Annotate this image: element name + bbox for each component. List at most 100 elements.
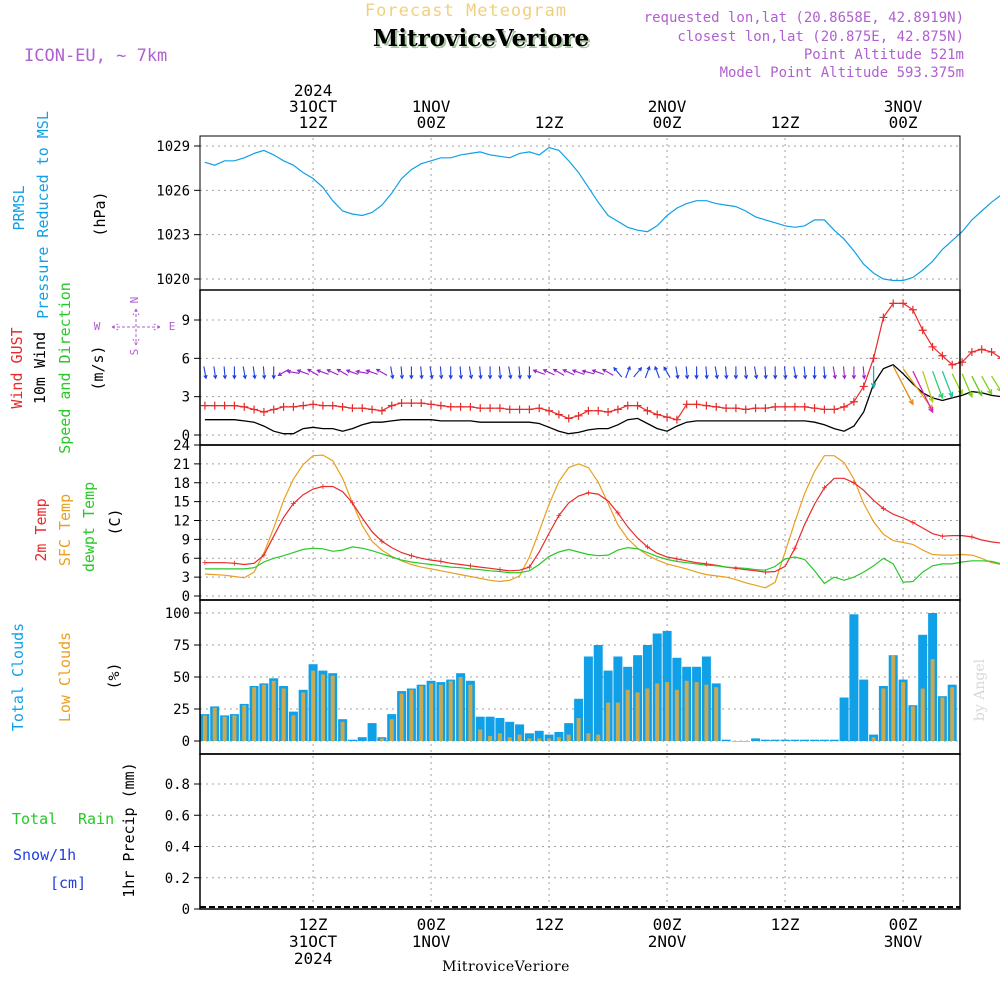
wind-gust-line-marker	[279, 402, 288, 411]
temp-2m-marker	[202, 560, 208, 566]
compass-n: N	[128, 297, 141, 304]
cloud-bars	[200, 613, 957, 742]
requested-coords: requested lon,lat (20.8658E, 42.8919N)	[644, 10, 964, 26]
wind-gust-line-marker	[250, 405, 259, 414]
low-cloud-bar	[527, 738, 532, 741]
wind-direction-arrow	[203, 366, 208, 380]
temp-2m-marker	[408, 553, 414, 559]
low-cloud-bar	[507, 737, 512, 741]
model-label: ICON-EU, ~ 7km	[24, 46, 167, 66]
wind-gust-line-marker	[309, 400, 318, 409]
wind-direction-arrow	[390, 366, 395, 380]
wind-gust-line-marker	[663, 413, 672, 422]
wind-direction-arrow	[458, 366, 464, 380]
y-tick-label: 12	[173, 514, 190, 530]
wind-direction-arrow	[336, 368, 349, 376]
wind-direction-arrow	[532, 369, 546, 375]
wind-gust-line-marker	[889, 299, 898, 308]
wind-direction-arrow	[591, 369, 605, 375]
top-time-label: 00Z	[417, 113, 446, 132]
low-cloud-bar	[438, 684, 443, 741]
wind-direction-arrow	[644, 365, 651, 379]
bottom-time-label: 12Z	[535, 915, 564, 934]
y-tick-label: 9	[182, 313, 190, 329]
total-cloud-bar	[918, 634, 928, 741]
wind-direction-arrow	[375, 368, 388, 376]
temp-2m-marker	[231, 560, 237, 566]
low-cloud-bar	[665, 682, 670, 741]
wind-gust-line-marker	[613, 405, 622, 414]
wind-gust-line-marker	[899, 299, 908, 308]
top-time-label: 12Z	[535, 113, 564, 132]
y-tick-label: 0.2	[165, 871, 190, 887]
temp-2m-marker	[497, 567, 503, 573]
point-altitude: Point Altitude 521m	[804, 47, 964, 63]
low-cloud-bar	[232, 715, 237, 741]
low-cloud-bar	[586, 733, 591, 741]
wind-ylabel-speed: Speed and Direction	[56, 282, 74, 454]
bottom-time-label: 31OCT	[289, 932, 338, 951]
total-cloud-bar	[524, 733, 534, 741]
low-cloud-bar	[576, 718, 581, 741]
wind-gust-line-marker	[948, 360, 957, 369]
total-cloud-bar	[819, 739, 829, 741]
wind-direction-arrow	[345, 369, 359, 375]
total-cloud-bar	[357, 737, 367, 741]
wind-gust-line-marker	[240, 402, 249, 411]
low-cloud-bar	[901, 682, 906, 741]
temp-2m-marker	[290, 501, 296, 507]
wind-gust-line-marker	[574, 411, 583, 420]
wind-direction-arrow	[822, 366, 827, 380]
precip-label-snow: Snow/1h	[13, 846, 76, 864]
low-cloud-bar	[252, 687, 257, 741]
wind-gust-line-marker	[427, 400, 436, 409]
wind-direction-arrow	[316, 369, 329, 375]
compass-w: W	[94, 320, 101, 333]
bottom-time-label: 00Z	[889, 915, 918, 934]
grid-lines	[200, 138, 960, 907]
wind-gust-line-marker	[997, 357, 1000, 359]
total-cloud-bar	[790, 739, 800, 741]
total-cloud-bar	[829, 739, 839, 741]
cloud-ylabel-total: Total Clouds	[9, 623, 27, 731]
wind-gust-line-marker	[967, 347, 976, 356]
wind-direction-arrow	[802, 366, 808, 380]
y-tick-label: 100	[165, 606, 190, 622]
wind-gust-line-marker	[328, 401, 337, 410]
wind-gust-line-marker	[820, 405, 829, 414]
wind-gust-line-marker	[486, 404, 495, 413]
temp-ylabel-dewpt: dewpt Temp	[80, 482, 98, 572]
total-cloud-bar	[593, 645, 603, 741]
wind-gust-line-marker	[584, 406, 593, 415]
bottom-time-label: 2024	[294, 949, 333, 968]
total-cloud-bar	[770, 739, 780, 741]
wind-gust-line-marker	[633, 401, 642, 410]
wind-direction-arrow	[232, 366, 237, 380]
wind-gust-line-marker	[849, 397, 858, 406]
low-cloud-bar	[409, 689, 414, 741]
wind-direction-arrow	[663, 366, 671, 378]
wind-direction-arrow	[714, 366, 719, 380]
total-cloud-bar	[583, 656, 593, 741]
low-cloud-bar	[537, 738, 542, 741]
pressure-ylabel-2: Pressure Reduced to MSL	[34, 111, 52, 319]
wind-ylabel-unit: (m/s)	[89, 345, 107, 390]
compass-e: E	[169, 320, 176, 333]
closest-coords: closest lon,lat (20.875E, 42.875N)	[677, 29, 964, 45]
wind-compass: N S W E	[94, 297, 176, 356]
low-cloud-bar	[871, 737, 876, 741]
total-cloud-bar	[839, 697, 849, 741]
total-cloud-bar	[721, 739, 731, 741]
wind-gust-line-marker	[977, 345, 986, 354]
low-cloud-bar	[429, 683, 434, 741]
top-time-label: 00Z	[653, 113, 682, 132]
total-cloud-bar	[564, 723, 574, 741]
wind-direction-arrow	[213, 366, 218, 380]
low-cloud-bar	[281, 688, 286, 741]
low-cloud-bar	[340, 721, 345, 741]
compass-cross	[111, 308, 161, 346]
low-cloud-bar	[950, 687, 955, 741]
low-cloud-bar	[596, 734, 601, 741]
wind-gust-line-marker	[790, 402, 799, 411]
